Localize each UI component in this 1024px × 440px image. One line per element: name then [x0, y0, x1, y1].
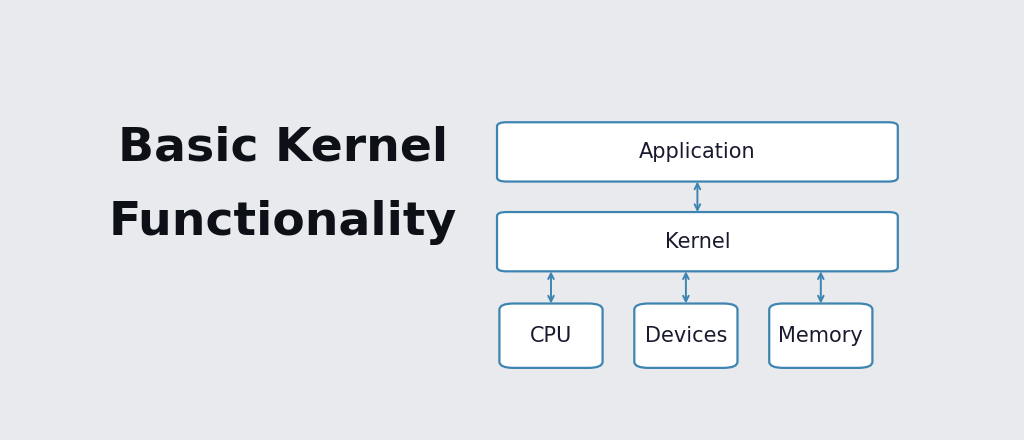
Text: Application: Application — [639, 142, 756, 162]
Text: Kernel: Kernel — [665, 232, 730, 252]
FancyBboxPatch shape — [769, 304, 872, 368]
Text: Basic Kernel: Basic Kernel — [118, 125, 447, 170]
Text: CPU: CPU — [529, 326, 572, 346]
Text: Memory: Memory — [778, 326, 863, 346]
Text: Functionality: Functionality — [109, 200, 457, 245]
FancyBboxPatch shape — [497, 212, 898, 271]
Text: Devices: Devices — [645, 326, 727, 346]
FancyBboxPatch shape — [500, 304, 602, 368]
FancyBboxPatch shape — [497, 122, 898, 182]
FancyBboxPatch shape — [634, 304, 737, 368]
